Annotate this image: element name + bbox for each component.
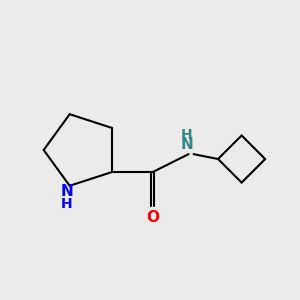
Text: H: H xyxy=(61,197,73,211)
Text: N: N xyxy=(61,184,74,199)
Text: H: H xyxy=(181,128,193,142)
Text: N: N xyxy=(181,136,194,152)
Text: O: O xyxy=(146,210,159,225)
